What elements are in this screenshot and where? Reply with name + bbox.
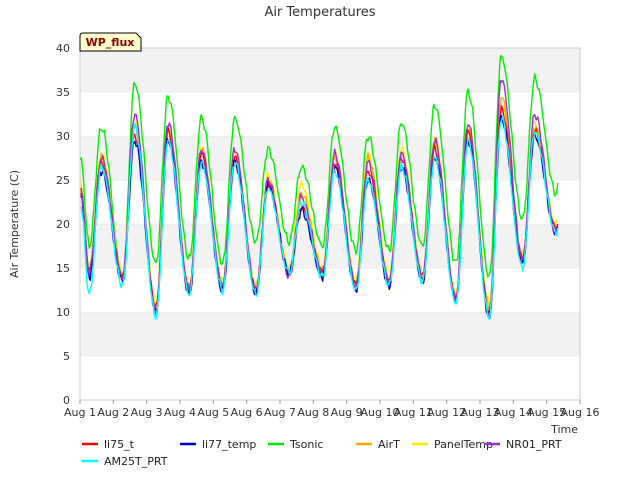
legend-label: AirT (378, 438, 400, 451)
y-tick-label: 10 (56, 306, 70, 319)
legend: li75_t li77_temp Tsonic AirT PanelTemp NR01_P… (82, 438, 562, 468)
x-tick-label: Aug 6 (231, 406, 263, 419)
plot-bands (80, 47, 580, 400)
x-tick-label: Aug 10 (361, 406, 400, 419)
x-tick-label: Aug 3 (131, 406, 163, 419)
legend-label: AM25T_PRT (104, 455, 168, 468)
y-tick-label: 15 (56, 262, 70, 275)
x-tick-label: Aug 5 (197, 406, 229, 419)
x-tick-label: Aug 12 (427, 406, 466, 419)
grid-band (80, 48, 580, 92)
site-badge-box (79, 32, 142, 52)
legend-label: PanelTemp (434, 438, 493, 451)
grid-band (80, 224, 580, 268)
x-tick-label: Aug 8 (297, 406, 329, 419)
y-tick-label: 0 (63, 394, 70, 407)
series-layer (80, 55, 559, 321)
grid-band (80, 312, 580, 356)
plot-frame (79, 47, 581, 401)
y-tick-label: 40 (56, 42, 70, 55)
x-tick-label: Aug 1 (64, 406, 96, 419)
x-tick-label: Aug 13 (461, 406, 500, 419)
series-line-am25t-prt (80, 115, 559, 321)
y-tick-label: 5 (63, 350, 70, 363)
x-axis-ticks: Aug 1 Aug 2 Aug 3 Aug 4 Aug 5 Aug 6 Aug 7 Aug 8… (64, 400, 599, 419)
series-line-nr01-prt (80, 79, 559, 319)
legend-label: li75_t (104, 438, 135, 451)
grid-band (80, 356, 580, 400)
y-axis-label: Air Temperature (C) (8, 170, 21, 278)
y-tick-label: 20 (56, 218, 70, 231)
y-tick-label: 25 (56, 174, 70, 187)
x-tick-label: Aug 2 (97, 406, 129, 419)
x-tick-label: Aug 14 (494, 406, 533, 419)
legend-label: NR01_PRT (506, 438, 562, 451)
site-badge-label: WP_flux (86, 36, 135, 49)
y-tick-label: 35 (56, 86, 70, 99)
x-axis-label: Time (550, 423, 578, 436)
chart-title: Air Temperatures (264, 5, 375, 20)
series-line-tsonic (80, 55, 559, 278)
legend-label: Tsonic (289, 438, 323, 451)
x-tick-label: Aug 16 (561, 406, 600, 419)
y-axis-ticks: 0 5 10 15 20 25 30 35 40 (56, 42, 70, 407)
site-badge: WP_flux (79, 32, 142, 52)
y-tick-label: 30 (56, 130, 70, 143)
x-tick-label: Aug 7 (264, 406, 296, 419)
x-tick-label: Aug 4 (164, 406, 196, 419)
grid-band (80, 268, 580, 312)
x-tick-label: Aug 11 (394, 406, 433, 419)
x-tick-label: Aug 9 (331, 406, 363, 419)
x-tick-label: Aug 15 (527, 406, 566, 419)
legend-label: li77_temp (202, 438, 256, 451)
